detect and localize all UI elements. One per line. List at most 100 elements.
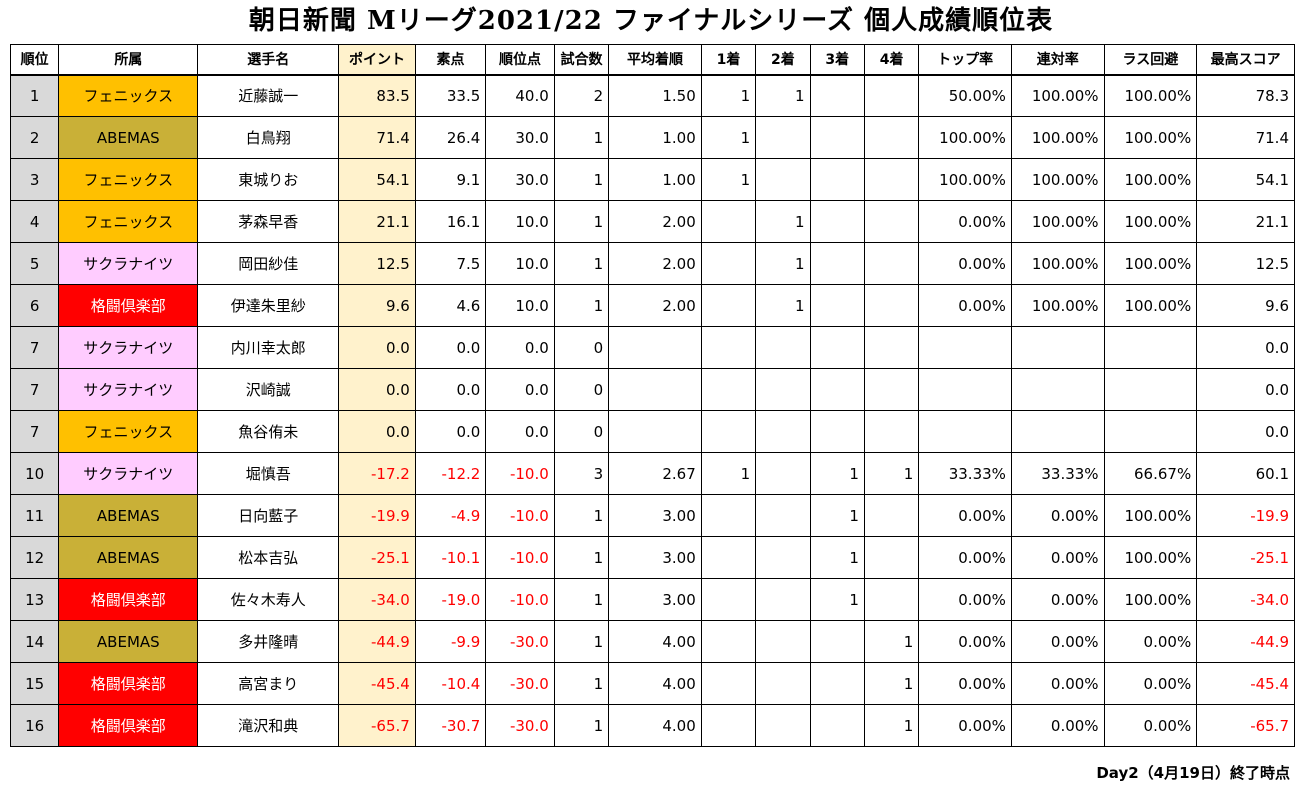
third-count-cell: 1 [809, 452, 865, 495]
team-cell: フェニックス [58, 158, 199, 201]
third-count-cell [809, 410, 865, 453]
fourth-count-cell: 1 [863, 662, 920, 705]
team-cell: サクラナイツ [58, 452, 199, 495]
rentai-rate-cell: 33.33% [1010, 452, 1105, 495]
games-cell: 0 [553, 368, 610, 411]
player-name-cell: 滝沢和典 [197, 704, 340, 747]
table-row: 7 サクラナイツ 内川幸太郎 0.0 0.0 0.0 0 0.0 [9, 326, 1295, 369]
games-cell: 1 [553, 704, 610, 747]
rentai-rate-cell [1010, 326, 1105, 369]
placement-points-cell: 30.0 [485, 158, 555, 201]
team-cell: サクラナイツ [58, 368, 199, 411]
placement-points-cell: 30.0 [485, 116, 555, 159]
team-cell: ABEMAS [58, 620, 199, 663]
placement-points-cell: 10.0 [485, 242, 555, 285]
col-header-first: 1着 [700, 44, 757, 76]
third-count-cell [809, 74, 865, 117]
rank-cell: 1 [9, 74, 60, 117]
rank-cell: 15 [9, 662, 60, 705]
col-header-team: 所属 [58, 44, 199, 76]
points-cell: -45.4 [338, 662, 416, 705]
best-score-cell: 12.5 [1196, 242, 1295, 285]
best-score-cell: -25.1 [1196, 536, 1295, 579]
table-row: 7 フェニックス 魚谷侑未 0.0 0.0 0.0 0 0.0 [9, 410, 1295, 453]
average-place-cell: 4.00 [608, 620, 702, 663]
table-row: 3 フェニックス 東城りお 54.1 9.1 30.0 1 1.00 1 100.00% 100.0… [9, 158, 1295, 201]
best-score-cell: -65.7 [1196, 704, 1295, 747]
rank-cell: 7 [9, 410, 60, 453]
placement-points-cell: 0.0 [485, 326, 555, 369]
table-row: 10 サクラナイツ 堀慎吾 -17.2 -12.2 -10.0 3 2.67 1 1 1 33.33%… [9, 452, 1295, 495]
rentai-rate-cell: 100.00% [1010, 200, 1105, 243]
table-row: 7 サクラナイツ 沢崎誠 0.0 0.0 0.0 0 0.0 [9, 368, 1295, 411]
average-place-cell: 4.00 [608, 704, 702, 747]
points-cell: -19.9 [338, 494, 416, 537]
third-count-cell [809, 368, 865, 411]
rentai-rate-cell: 100.00% [1010, 242, 1105, 285]
placement-points-cell: -10.0 [485, 494, 555, 537]
player-name-cell: 多井隆晴 [197, 620, 340, 663]
team-cell: ABEMAS [58, 494, 199, 537]
table-row: 12 ABEMAS 松本吉弘 -25.1 -10.1 -10.0 1 3.00 1 0.00% 0.… [9, 536, 1295, 579]
table-header-row: 順位 所属 選手名 ポイント 素点 順位点 試合数 平均着順 1着 2着 3着 … [9, 44, 1295, 76]
games-cell: 1 [553, 536, 610, 579]
team-cell: サクラナイツ [58, 242, 199, 285]
player-name-cell: 近藤誠一 [197, 74, 340, 117]
second-count-cell [755, 326, 811, 369]
first-count-cell: 1 [700, 74, 757, 117]
games-cell: 0 [553, 410, 610, 453]
fourth-count-cell [863, 578, 920, 621]
third-count-cell: 1 [809, 578, 865, 621]
best-score-cell: 0.0 [1196, 410, 1295, 453]
player-name-cell: 日向藍子 [197, 494, 340, 537]
rentai-rate-cell: 0.00% [1010, 704, 1105, 747]
second-count-cell [755, 116, 811, 159]
points-cell: -44.9 [338, 620, 416, 663]
rank-cell: 6 [9, 284, 60, 327]
player-name-cell: 堀慎吾 [197, 452, 340, 495]
best-score-cell: -45.4 [1196, 662, 1295, 705]
second-count-cell [755, 452, 811, 495]
first-count-cell: 1 [700, 452, 757, 495]
rentai-rate-cell: 100.00% [1010, 74, 1105, 117]
col-header-fourth: 4着 [863, 44, 920, 76]
points-cell: 71.4 [338, 116, 416, 159]
col-header-average-place: 平均着順 [608, 44, 702, 76]
raw-score-cell: 33.5 [414, 74, 487, 117]
top-rate-cell: 0.00% [918, 242, 1012, 285]
second-count-cell [755, 662, 811, 705]
average-place-cell: 2.00 [608, 200, 702, 243]
raw-score-cell: -19.0 [414, 578, 487, 621]
team-cell: 格闘倶楽部 [58, 662, 199, 705]
games-cell: 1 [553, 578, 610, 621]
games-cell: 1 [553, 242, 610, 285]
col-header-third: 3着 [809, 44, 865, 76]
col-header-points: ポイント [338, 44, 416, 76]
first-count-cell [700, 410, 757, 453]
raw-score-cell: 0.0 [414, 368, 487, 411]
rank-cell: 13 [9, 578, 60, 621]
last-avoid-cell: 0.00% [1103, 620, 1198, 663]
average-place-cell: 3.00 [608, 494, 702, 537]
average-place-cell: 3.00 [608, 578, 702, 621]
player-name-cell: 茅森早香 [197, 200, 340, 243]
points-cell: -34.0 [338, 578, 416, 621]
first-count-cell [700, 242, 757, 285]
raw-score-cell: 16.1 [414, 200, 487, 243]
team-cell: 格闘倶楽部 [58, 578, 199, 621]
top-rate-cell: 33.33% [918, 452, 1012, 495]
fourth-count-cell [863, 326, 920, 369]
top-rate-cell: 0.00% [918, 200, 1012, 243]
last-avoid-cell: 0.00% [1103, 704, 1198, 747]
second-count-cell [755, 578, 811, 621]
best-score-cell: 71.4 [1196, 116, 1295, 159]
points-cell: -17.2 [338, 452, 416, 495]
raw-score-cell: -10.1 [414, 536, 487, 579]
table-row: 15 格闘倶楽部 高宮まり -45.4 -10.4 -30.0 1 4.00 1 0.00% 0.0… [9, 662, 1295, 705]
points-cell: -25.1 [338, 536, 416, 579]
first-count-cell [700, 494, 757, 537]
col-header-best-score: 最高スコア [1196, 44, 1295, 76]
points-cell: 9.6 [338, 284, 416, 327]
last-avoid-cell: 66.67% [1103, 452, 1198, 495]
third-count-cell [809, 200, 865, 243]
